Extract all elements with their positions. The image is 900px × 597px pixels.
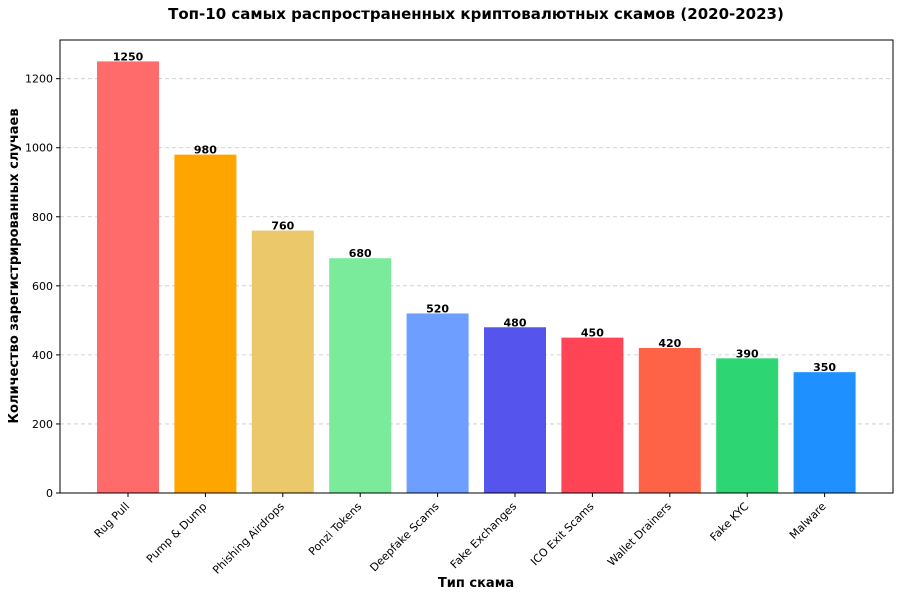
x-tick-label: Deepfake Scams xyxy=(367,500,441,574)
bar xyxy=(174,154,237,493)
y-tick-label: 600 xyxy=(32,280,53,293)
y-axis-label: Количество зарегистрированных случаев xyxy=(7,108,22,423)
bar-value-label: 680 xyxy=(349,247,372,260)
x-tick-label: Rug Pull xyxy=(92,500,132,540)
y-tick-label: 1200 xyxy=(25,73,53,86)
plot-frame xyxy=(59,39,894,494)
data-labels: 1250 980 760 680 520 480 450 420 390 350 xyxy=(113,50,837,374)
bar xyxy=(329,258,392,493)
chart-title: Топ-10 самых распространенных криптовалю… xyxy=(168,5,784,23)
x-tick-label: Phishing Airdrops xyxy=(210,500,287,577)
bar-value-label: 760 xyxy=(271,220,294,233)
bar-value-label: 420 xyxy=(658,337,681,350)
bar-value-label: 520 xyxy=(426,302,449,315)
bar-value-label: 480 xyxy=(504,316,527,329)
y-tick-label: 1000 xyxy=(25,142,53,155)
x-tick-label: Ponzi Tokens xyxy=(306,500,364,558)
bars xyxy=(97,61,856,493)
x-tick-label: ICO Exit Scams xyxy=(528,500,597,569)
x-tick-label: Fake KYC xyxy=(708,500,752,544)
bar xyxy=(251,230,314,493)
x-tick-label: Fake Exchanges xyxy=(448,500,519,571)
bar-value-label: 350 xyxy=(813,361,836,374)
y-tick-label: 800 xyxy=(32,211,53,224)
bar-value-label: 450 xyxy=(581,327,604,340)
x-tick-label: Wallet Drainers xyxy=(605,500,674,569)
bar-value-label: 390 xyxy=(736,347,759,360)
bar xyxy=(97,61,159,493)
y-tick-label: 200 xyxy=(32,418,53,431)
bar xyxy=(793,372,856,493)
x-tick-label: Malware xyxy=(787,500,829,542)
y-tick-label: 0 xyxy=(46,487,53,500)
y-axis: 0 200 400 600 800 1000 1200 xyxy=(25,73,60,500)
bar-value-label: 980 xyxy=(194,144,217,157)
bar-value-label: 1250 xyxy=(113,50,144,63)
bar xyxy=(406,313,469,493)
bar xyxy=(716,358,779,493)
x-axis-label: Тип скама xyxy=(438,576,514,591)
x-tick-label: Pump & Dump xyxy=(144,500,210,566)
bar xyxy=(638,347,701,493)
x-axis: Rug Pull Pump & Dump Phishing Airdrops Ponz… xyxy=(92,493,829,577)
y-tick-label: 400 xyxy=(32,349,53,362)
bar xyxy=(484,327,546,493)
bar xyxy=(561,337,624,493)
